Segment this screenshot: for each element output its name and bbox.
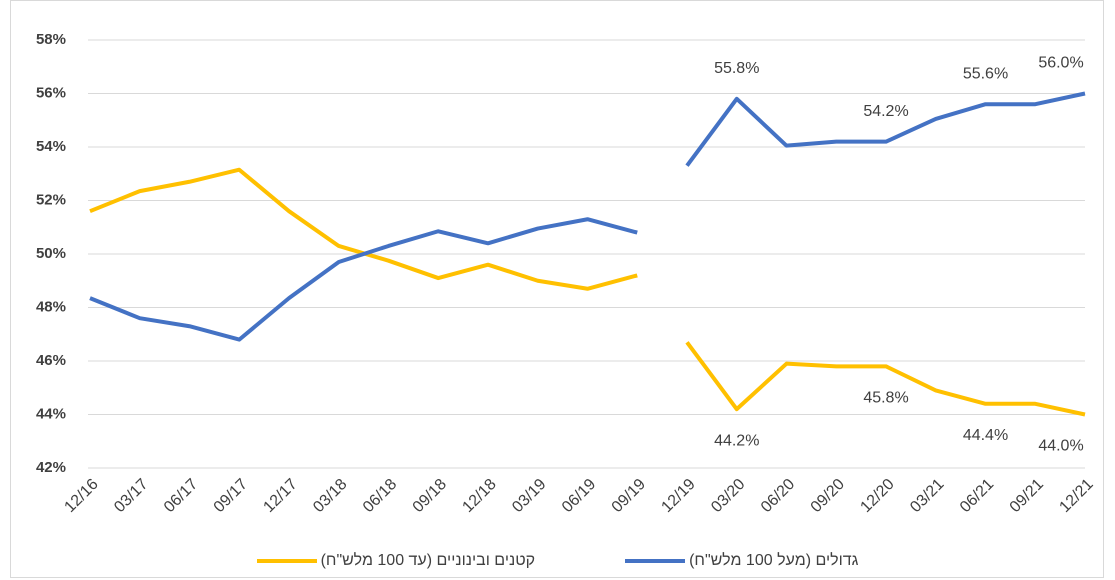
x-tick-label: 09/21 <box>1007 476 1047 516</box>
legend-label: קטנים ובינוניים (עד 100 מלש"ח) <box>320 552 536 569</box>
y-tick-label: 46% <box>36 352 66 369</box>
x-tick-label: 09/17 <box>211 476 251 516</box>
x-tick-label: 09/19 <box>609 476 649 516</box>
x-tick-label: 12/21 <box>1056 476 1096 516</box>
x-tick-label: 12/19 <box>658 476 698 516</box>
x-tick-label: 03/20 <box>708 476 748 516</box>
legend-swatch <box>625 559 686 563</box>
series-line <box>89 217 638 342</box>
y-tick-label: 50% <box>36 245 66 262</box>
data-label: 44.4% <box>963 427 1008 444</box>
y-tick-label: 54% <box>36 138 66 155</box>
x-tick-label: 09/18 <box>410 476 450 516</box>
x-tick-label: 06/21 <box>957 476 997 516</box>
x-tick-label: 12/16 <box>61 476 101 516</box>
x-tick-label: 12/20 <box>857 476 897 516</box>
legend-item: קטנים ובינוניים (עד 100 מלש"ח) <box>256 552 536 570</box>
x-tick-label: 03/19 <box>509 476 549 516</box>
data-label: 55.8% <box>714 60 759 77</box>
y-tick-label: 48% <box>36 298 66 315</box>
y-tick-label: 52% <box>36 191 66 208</box>
x-tick-label: 03/17 <box>111 476 151 516</box>
y-tick-label: 56% <box>36 84 66 101</box>
y-tick-label: 58% <box>36 31 66 48</box>
x-tick-label: 06/18 <box>360 476 400 516</box>
x-tick-label: 06/17 <box>161 476 201 516</box>
chart-frame <box>10 0 1104 578</box>
legend-label: גדולים (מעל 100 מלש"ח) <box>689 552 859 569</box>
x-tick-label: 06/19 <box>559 476 599 516</box>
legend: קטנים ובינוניים (עד 100 מלש"ח) גדולים (מע… <box>0 552 1115 570</box>
x-tick-label: 03/21 <box>907 476 947 516</box>
series-line <box>685 91 1086 167</box>
y-tick-label: 42% <box>36 459 66 476</box>
data-label: 44.0% <box>1038 438 1083 455</box>
legend-item: גדולים (מעל 100 מלש"ח) <box>625 552 858 570</box>
x-tick-label: 12/17 <box>260 476 300 516</box>
x-tick-label: 03/18 <box>310 476 350 516</box>
series-line <box>89 167 638 291</box>
x-tick-label: 06/20 <box>758 476 798 516</box>
x-tick-label: 09/20 <box>808 476 848 516</box>
data-label: 44.2% <box>714 432 759 449</box>
data-label: 54.2% <box>863 103 908 120</box>
data-label: 45.8% <box>863 390 908 407</box>
x-tick-label: 12/18 <box>459 476 499 516</box>
data-label: 56.0% <box>1038 55 1083 72</box>
data-label: 55.6% <box>963 65 1008 82</box>
legend-swatch <box>256 559 317 563</box>
y-tick-label: 44% <box>36 405 66 422</box>
chart: 42%44%46%48%50%52%54%56%58%12/16 03/17 06/… <box>36 31 1097 516</box>
series-line <box>685 341 1086 417</box>
